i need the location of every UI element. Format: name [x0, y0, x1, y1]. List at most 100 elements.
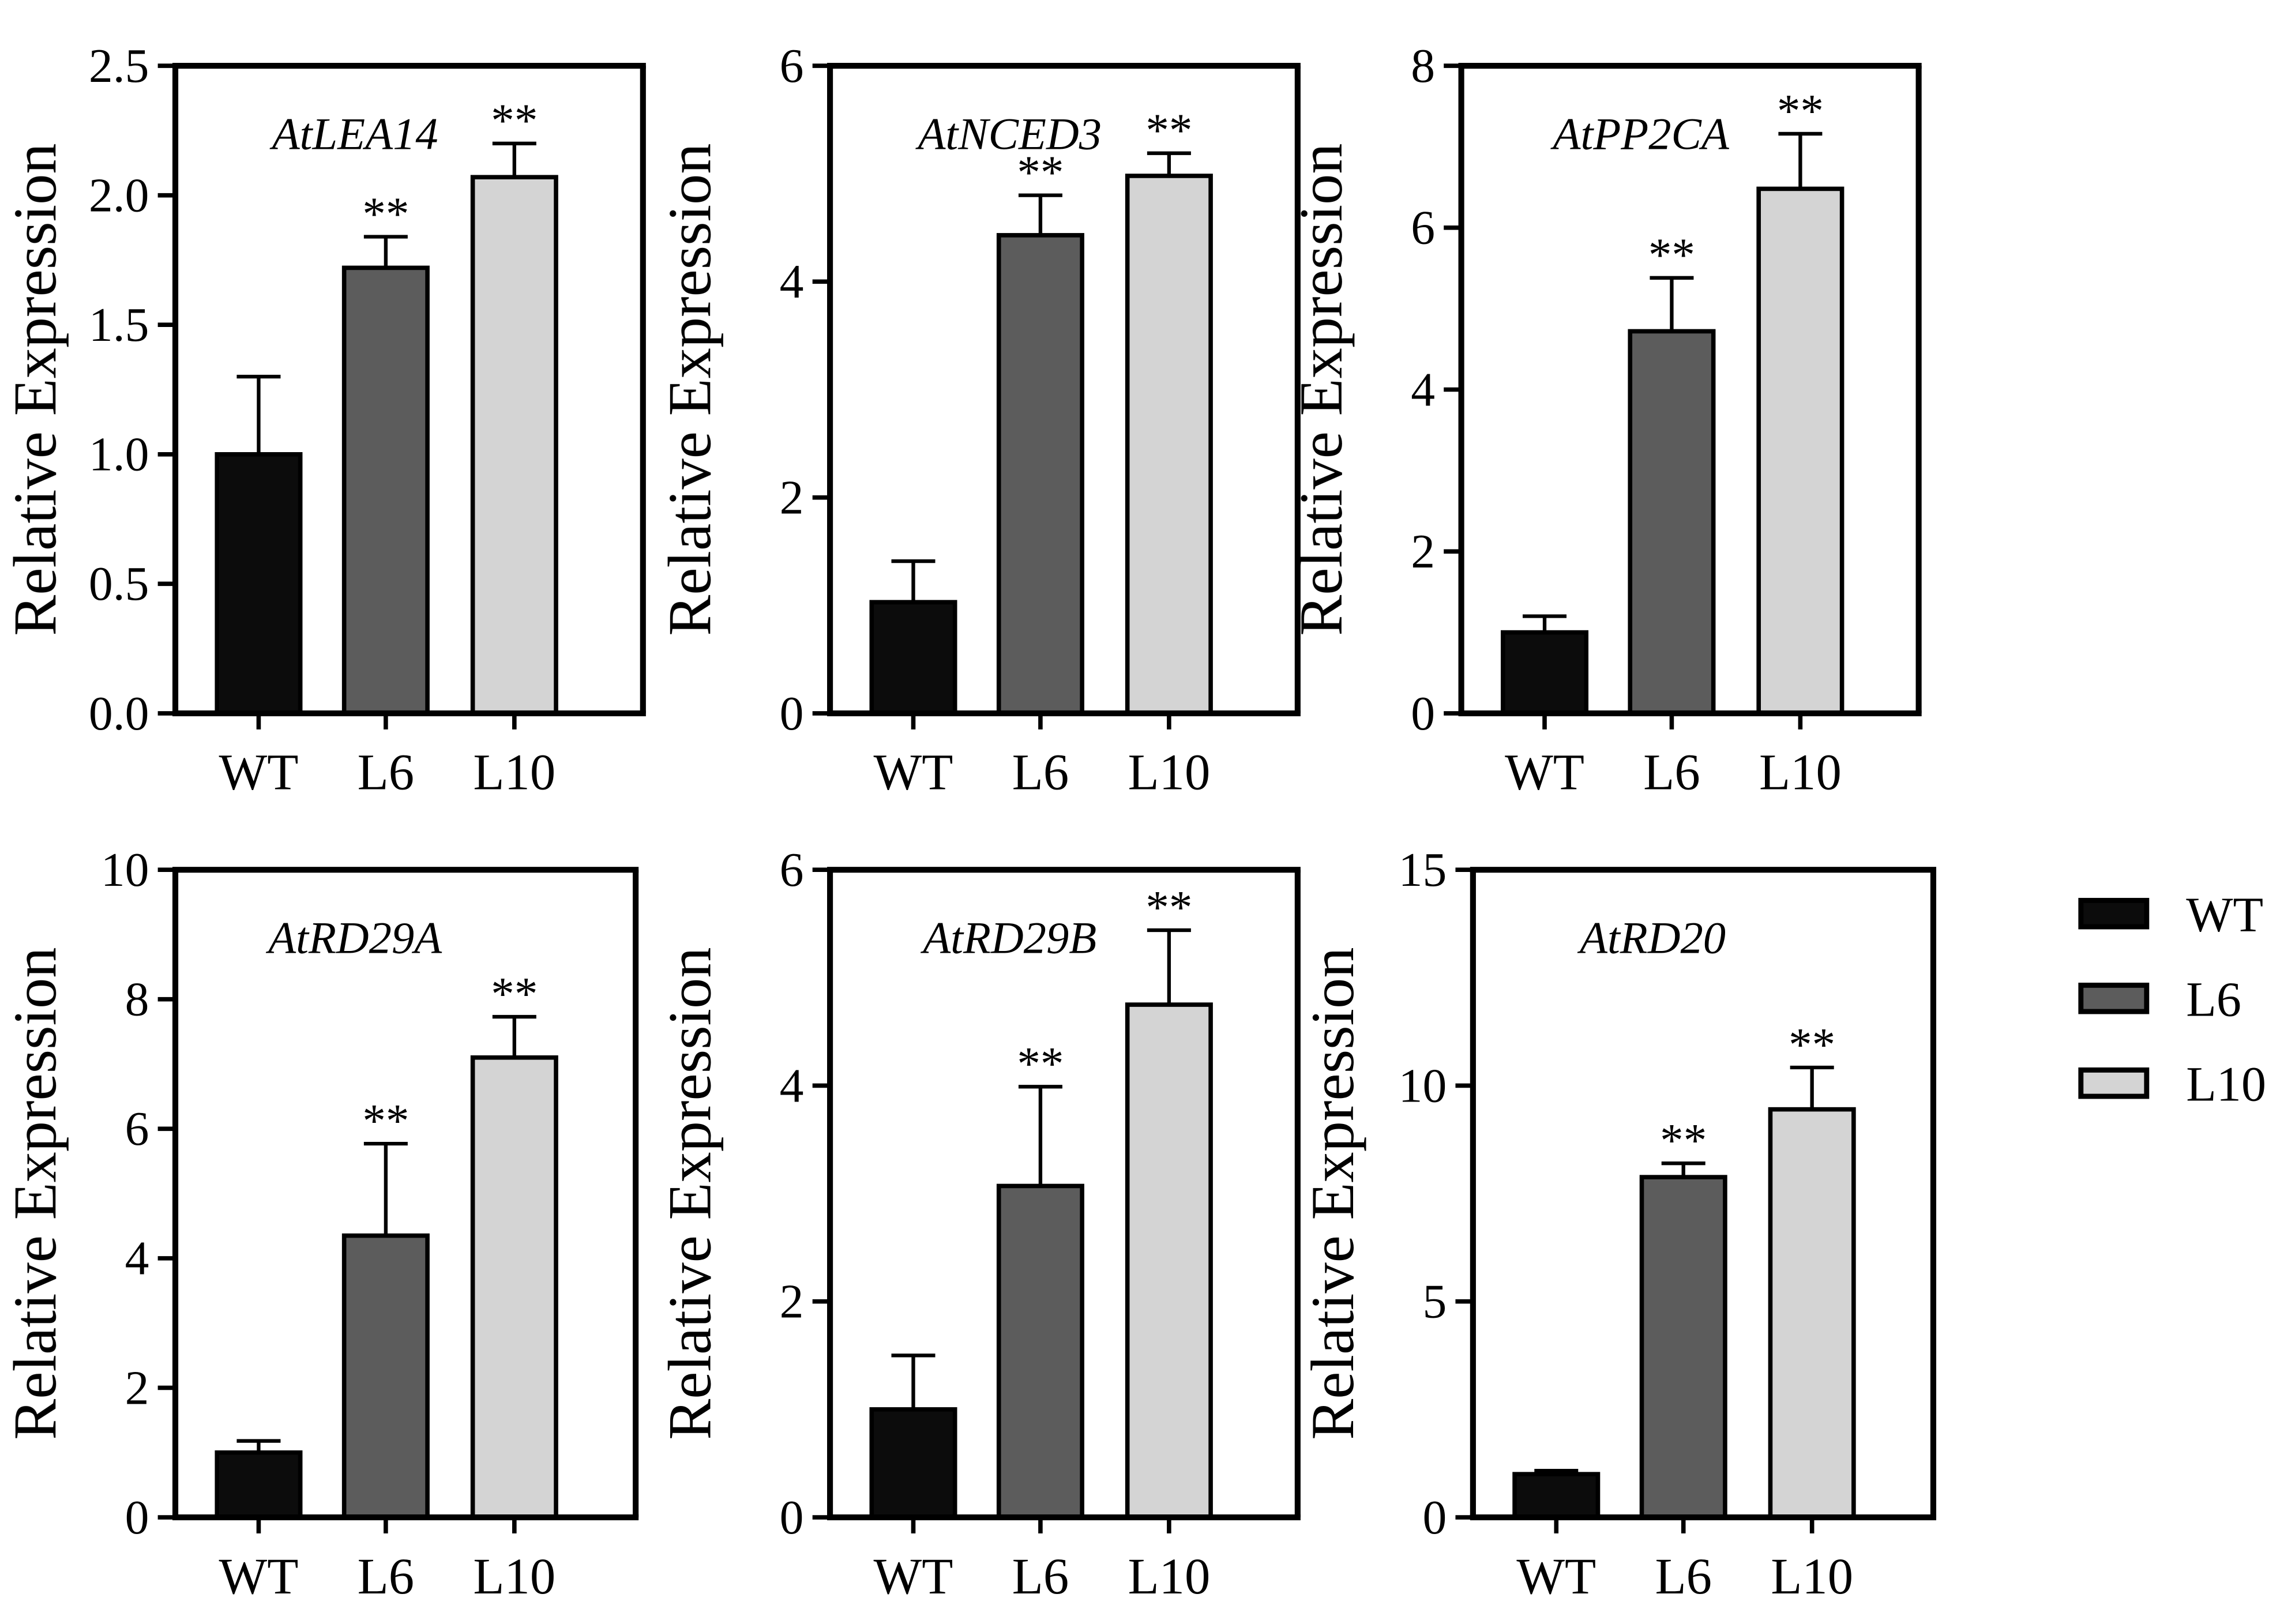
significance-marker: **	[1017, 1038, 1064, 1090]
x-tick-label: L6	[1012, 1548, 1069, 1605]
significance-marker: **	[1660, 1114, 1707, 1166]
bar-l10	[1756, 186, 1845, 716]
x-tick-label: L10	[1759, 745, 1842, 801]
y-tick-label: 10	[1399, 1059, 1447, 1112]
x-tick-label: L10	[1128, 1548, 1210, 1605]
panel-title: AtRD29B	[920, 913, 1096, 963]
x-tick-label: L6	[358, 1548, 415, 1605]
y-tick-label: 6	[780, 843, 804, 897]
bar-l6	[1639, 1175, 1727, 1520]
x-tick-label: L10	[1128, 745, 1210, 801]
y-tick-label: 4	[125, 1232, 149, 1285]
chart-panel-atrd20: WT ** L6 ** L10 0 5 10 15 AtRD20 Relative Expressi…	[1299, 843, 1937, 1605]
x-tick-label: WT	[874, 1548, 953, 1605]
legend-item-l10: L10	[2078, 1057, 2266, 1112]
significance-marker: **	[1648, 229, 1695, 281]
y-axis-label: Relative Expression	[1287, 143, 1355, 636]
bar-wt	[869, 1407, 957, 1520]
x-tick-label: WT	[219, 1548, 299, 1605]
legend-label: L10	[2186, 1057, 2266, 1112]
significance-marker: **	[491, 95, 538, 146]
y-tick-label: 6	[780, 39, 804, 93]
chart-panel-atpp2ca: WT ** L6 ** L10 0 2 4 6 8 AtPP2CA Relative Expressi…	[1287, 39, 1922, 801]
x-tick-label: WT	[219, 745, 299, 801]
bar-l10	[1768, 1107, 1856, 1520]
y-tick-label: 1.0	[89, 428, 149, 482]
x-tick-label: L6	[1012, 745, 1069, 801]
bar-wt	[215, 1450, 303, 1520]
y-tick-label: 4	[780, 255, 804, 309]
chart-panel-atlea14: WT ** L6 ** L10 0.0 0.5 1.0 1.5 2.0 2.5 AtLEA14 Rela…	[1, 39, 646, 801]
significance-marker: **	[1789, 1018, 1835, 1070]
y-axis-label: Relative Expression	[656, 143, 724, 636]
bar-l10	[1125, 174, 1213, 716]
y-tick-label: 2	[1411, 525, 1435, 578]
legend-item-wt: WT	[2078, 887, 2263, 942]
y-tick-label: 6	[1411, 201, 1435, 255]
significance-marker: **	[1145, 104, 1192, 156]
bar-l10	[470, 1055, 558, 1520]
x-tick-label: WT	[1505, 745, 1584, 801]
panel-title: AtLEA14	[269, 109, 438, 159]
y-tick-label: 2.0	[89, 169, 149, 223]
panel-title: AtNCED3	[915, 109, 1101, 159]
x-tick-label: L10	[1771, 1548, 1853, 1605]
legend-label: L6	[2186, 972, 2241, 1027]
y-tick-label: 6	[125, 1102, 149, 1156]
y-tick-label: 0	[780, 1491, 804, 1544]
x-tick-label: L10	[473, 745, 555, 801]
y-axis-label: Relative Expression	[1299, 947, 1367, 1439]
legend-swatch-l10	[2078, 1067, 2150, 1099]
x-tick-label: L6	[358, 745, 415, 801]
bar-wt	[869, 600, 957, 716]
y-tick-label: 2	[125, 1361, 149, 1415]
bar-wt	[1512, 1472, 1601, 1520]
bar-wt	[1501, 630, 1589, 716]
x-tick-label: WT	[874, 745, 953, 801]
bar-wt	[215, 452, 303, 716]
y-tick-label: 0	[1411, 687, 1435, 740]
y-tick-label: 2	[780, 471, 804, 525]
y-tick-label: 2.5	[89, 39, 149, 93]
panel-title: AtRD29A	[265, 913, 442, 963]
y-tick-label: 5	[1422, 1275, 1447, 1329]
y-tick-label: 8	[125, 973, 149, 1027]
y-tick-label: 2	[780, 1275, 804, 1329]
significance-marker: **	[491, 968, 538, 1020]
y-tick-label: 0.0	[89, 687, 149, 740]
chart-panel-atrd29b: WT ** L6 ** L10 0 2 4 6 AtRD29B Relative Expressio…	[656, 843, 1301, 1605]
y-tick-label: 4	[1411, 363, 1435, 416]
y-tick-label: 0	[125, 1491, 149, 1544]
bar-l10	[470, 175, 558, 716]
legend-item-l6: L6	[2078, 972, 2241, 1027]
significance-marker: **	[362, 188, 409, 240]
significance-marker: **	[1017, 146, 1064, 198]
bar-l6	[341, 265, 430, 716]
significance-marker: **	[1145, 881, 1192, 933]
y-axis-label: Relative Expression	[1, 947, 69, 1439]
legend: WT L6 L10	[2078, 887, 2266, 1112]
y-tick-label: 0	[1422, 1491, 1447, 1544]
bar-l10	[1125, 1002, 1213, 1520]
chart-panel-atnced3: WT ** L6 ** L10 0 2 4 6 AtNCED3 Relative Expressio…	[656, 39, 1301, 801]
chart-panel-atrd29a: WT ** L6 ** L10 0 2 4 6 8 10 AtRD29A Relative Expres…	[1, 843, 639, 1605]
x-tick-label: L6	[1655, 1548, 1712, 1605]
panel-title: AtPP2CA	[1550, 109, 1730, 159]
bar-l6	[1628, 329, 1716, 716]
significance-marker: **	[1777, 85, 1824, 137]
y-tick-label: 1.5	[89, 298, 149, 352]
y-axis-label: Relative Expression	[1, 143, 69, 636]
y-axis-label: Relative Expression	[656, 947, 724, 1439]
y-tick-label: 0.5	[89, 557, 149, 611]
x-tick-label: L10	[473, 1548, 555, 1605]
x-tick-label: WT	[1516, 1548, 1596, 1605]
y-tick-label: 4	[780, 1059, 804, 1112]
significance-marker: **	[362, 1095, 409, 1146]
y-tick-label: 8	[1411, 39, 1435, 93]
y-tick-label: 15	[1399, 843, 1447, 897]
panel-title: AtRD20	[1577, 913, 1726, 963]
bar-l6	[996, 233, 1084, 716]
y-tick-label: 10	[101, 843, 149, 897]
